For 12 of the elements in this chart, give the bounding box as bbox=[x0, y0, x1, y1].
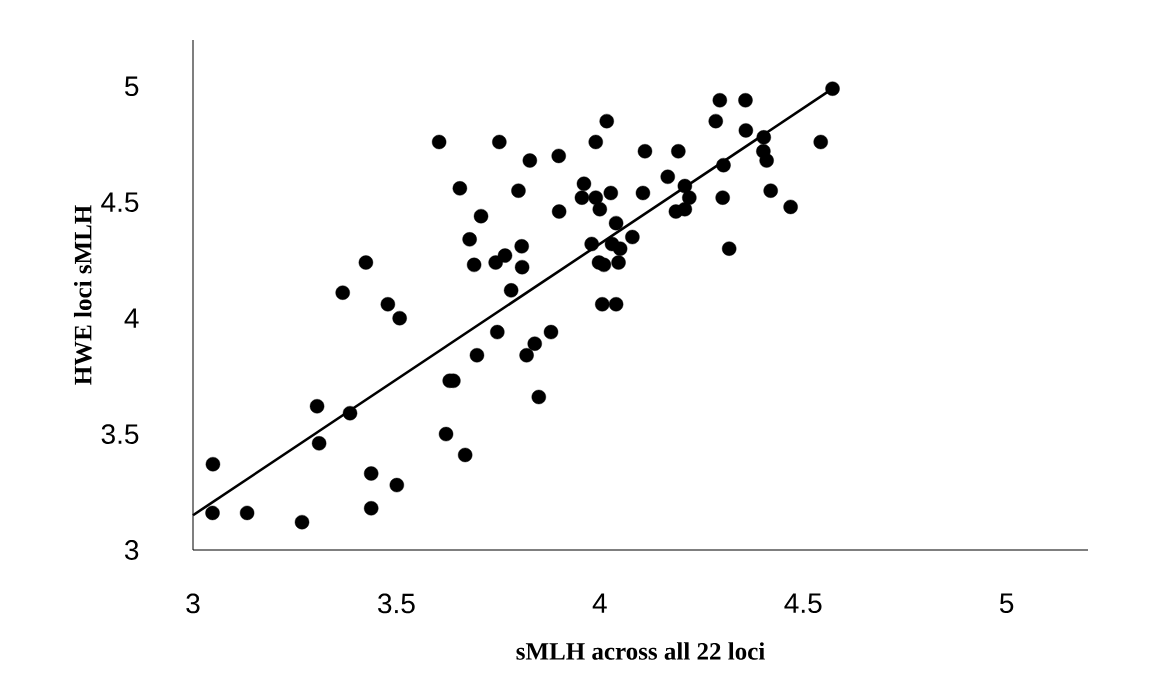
y-tick-label: 4.5 bbox=[101, 192, 139, 213]
y-tick-label: 5 bbox=[125, 76, 139, 97]
x-tick-label: 4 bbox=[592, 593, 607, 613]
x-tick-label: 3 bbox=[186, 593, 200, 614]
y-tick-label: 4 bbox=[124, 308, 139, 328]
x-axis-title: sMLH across all 22 loci bbox=[516, 642, 765, 660]
x-tick-label: 3.5 bbox=[378, 593, 415, 614]
y-tick-label: 3 bbox=[124, 540, 139, 560]
x-tick-label: 5 bbox=[999, 593, 1014, 614]
y-tick-label: 3.5 bbox=[101, 424, 139, 444]
y-axis-title: HWE loci sMLH bbox=[73, 205, 92, 385]
x-tick-label: 4.5 bbox=[784, 593, 822, 614]
